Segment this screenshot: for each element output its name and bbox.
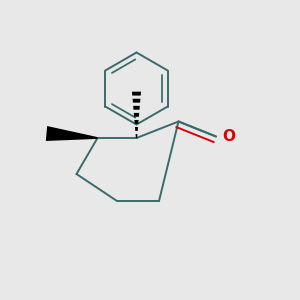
Polygon shape bbox=[134, 120, 139, 124]
Text: O: O bbox=[223, 129, 236, 144]
Polygon shape bbox=[134, 113, 139, 117]
Polygon shape bbox=[133, 99, 140, 103]
Polygon shape bbox=[46, 126, 98, 141]
Polygon shape bbox=[135, 127, 138, 131]
Polygon shape bbox=[133, 106, 140, 110]
Polygon shape bbox=[136, 134, 137, 138]
Polygon shape bbox=[132, 92, 141, 96]
